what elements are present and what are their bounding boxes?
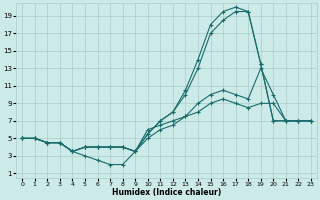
X-axis label: Humidex (Indice chaleur): Humidex (Indice chaleur) xyxy=(112,188,221,197)
